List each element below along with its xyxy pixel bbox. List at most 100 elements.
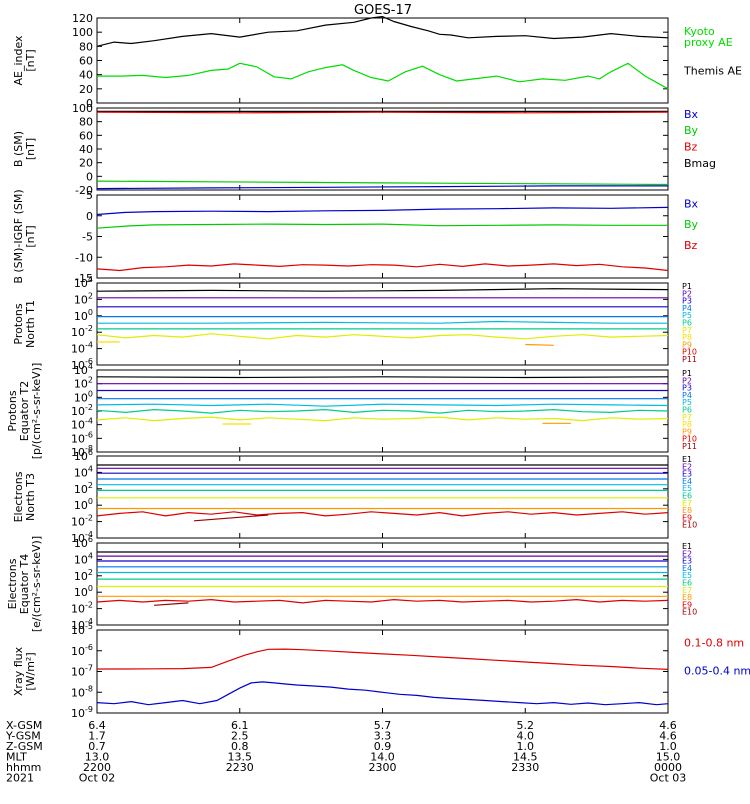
panel-2-ytick-label: 60 — [79, 129, 93, 142]
panel-1-legend-label: Themis AE — [683, 64, 742, 77]
xaxis-value: 1.0 — [517, 740, 535, 753]
panel-5-ytick-label: 10-2 — [71, 403, 93, 418]
panel-4-ytick-label: 10-4 — [71, 341, 93, 356]
series-bx — [96, 185, 668, 190]
panel-7-legend-label: E4 — [682, 564, 692, 573]
panel-8-ytick-label: 10-5 — [71, 622, 93, 637]
panel-4-legend-label: P4 — [682, 304, 692, 313]
xaxis-value: 14.0 — [370, 751, 395, 764]
xaxis-value: 0.9 — [374, 740, 392, 753]
xaxis-value: 2.5 — [231, 730, 249, 743]
panel-1-ytick-label: 40 — [79, 69, 93, 82]
xaxis-value: 4.6 — [659, 719, 677, 732]
panel-7-ylabel: Electrons — [6, 558, 19, 609]
panel-1-ytick-label: 0 — [86, 97, 93, 110]
panel-4-legend-label: P6 — [682, 319, 692, 328]
series-p5 — [97, 320, 668, 324]
xaxis-value: 0000 — [654, 761, 682, 774]
panel-2-legend-label: Bz — [684, 141, 698, 154]
panel-8-ylabel: Xray flux — [12, 646, 25, 696]
xaxis-value: 2200 — [83, 761, 111, 774]
panel-7-legend-label: E10 — [682, 608, 697, 617]
panel-2-ytick-label: 20 — [79, 157, 93, 170]
panel-6-legend-label: E7 — [682, 499, 692, 508]
panel-5-ylabel: Equator T2 — [18, 381, 31, 441]
panel-6-legend-label: E4 — [682, 477, 692, 486]
panel-8-ytick-label: 10-7 — [71, 664, 93, 679]
panel-6-legend-label: E8 — [682, 506, 692, 515]
panel-5-ytick-label: 10-6 — [71, 430, 93, 445]
panel-2-legend-label: Bx — [684, 108, 699, 121]
series-p7 — [96, 333, 669, 340]
xaxis-value: 2330 — [511, 761, 539, 774]
series-p5 — [96, 403, 669, 407]
panel-1-frame — [96, 17, 669, 104]
panel-7-frame — [96, 542, 669, 626]
series-bz — [96, 111, 669, 114]
panel-8-legend-label: 0.1-0.8 nm — [684, 637, 744, 650]
panel-5-legend-label: P9 — [682, 427, 692, 436]
panel-5-legend-label: P6 — [682, 406, 692, 415]
series-kyoto-proxy-ae — [97, 62, 669, 90]
panel-6-legend-label: E5 — [682, 484, 692, 493]
panel-2-ytick-label: 100 — [72, 102, 93, 115]
panel-4-ytick-label: 10-2 — [71, 324, 93, 339]
panel-3-ytick-label: -10 — [75, 251, 93, 264]
panel-6-ytick-label: 100 — [74, 497, 93, 512]
panel-5-ylabel: Protons — [6, 390, 19, 431]
xaxis-value: 2230 — [226, 761, 254, 774]
panel-4-legend-label: P7 — [682, 326, 692, 335]
panel-6-legend-label: E9 — [682, 513, 692, 522]
panel-5-legend-label: P11 — [682, 442, 697, 451]
panel-7-ytick-label: 100 — [74, 584, 93, 599]
panel-1-legend-label: proxy AE — [684, 36, 733, 49]
panel-2-ytick-label: 40 — [79, 143, 93, 156]
panel-3-ylabel: B (SM)-IGRF (SM) — [12, 189, 25, 283]
panel-2-ylabel: [nT] — [24, 138, 37, 160]
panel-7-ytick-label: 10-2 — [71, 601, 93, 616]
series-e9 — [96, 598, 669, 604]
panel-5-ytick-label: 10-8 — [71, 444, 93, 459]
xaxis-value: 15.0 — [656, 751, 681, 764]
panel-3-legend-label: By — [684, 218, 699, 231]
panel-7-ytick-label: 10-4 — [71, 617, 93, 632]
panel-5-ytick-label: 10-4 — [71, 417, 93, 432]
panel-8-ytick-label: 10-9 — [71, 705, 93, 720]
panel-6-ytick-label: 106 — [74, 448, 93, 463]
panel-2-ytick-label: 80 — [79, 116, 93, 129]
panel-4-ylabel: North T1 — [24, 300, 37, 348]
panel-8-ylabel: [W/m²] — [24, 652, 37, 690]
xaxis-value: 4.0 — [517, 730, 535, 743]
panel-5-legend-label: P3 — [682, 384, 692, 393]
panel-4-frame — [96, 282, 669, 366]
panel-5-legend-label: P5 — [682, 398, 692, 407]
panel-7-legend-label: E8 — [682, 593, 692, 602]
series-p1 — [96, 288, 669, 292]
panel-4-ytick-label: 104 — [74, 275, 93, 290]
panel-4-ytick-label: 100 — [74, 308, 93, 323]
xaxis-row-label: 2021 — [6, 772, 34, 785]
panel-6-ylabel: Electrons — [12, 471, 25, 522]
panel-5-legend-label: P10 — [682, 435, 697, 444]
panel-8-legend-label: 0.05-0.4 nm — [684, 664, 750, 677]
panel-1-ylabel: [nT] — [24, 49, 37, 71]
series-p1 — [96, 376, 669, 379]
series-p7 — [96, 416, 669, 422]
panel-5-legend-label: P2 — [682, 376, 692, 385]
panel-3-ylabel: [nT] — [24, 225, 37, 247]
panel-8-ytick-label: 10-8 — [71, 684, 93, 699]
panel-1-ylabel: AE_index — [12, 35, 25, 86]
panel-6-ytick-label: 10-4 — [71, 530, 93, 545]
panel-3-ytick-label: 5 — [86, 189, 93, 202]
series-e9 — [96, 511, 669, 517]
panel-4-legend-label: P9 — [682, 340, 692, 349]
series-by — [96, 223, 668, 229]
series-bz — [96, 263, 669, 272]
xaxis-value: Oct 02 — [79, 772, 116, 785]
xaxis-value: 0.7 — [88, 740, 106, 753]
panel-3-ytick-label: 0 — [86, 210, 93, 223]
panel-5-legend-label: P1 — [682, 369, 692, 378]
xaxis-row-label: X-GSM — [6, 719, 42, 732]
panel-6-ytick-label: 102 — [74, 481, 93, 496]
